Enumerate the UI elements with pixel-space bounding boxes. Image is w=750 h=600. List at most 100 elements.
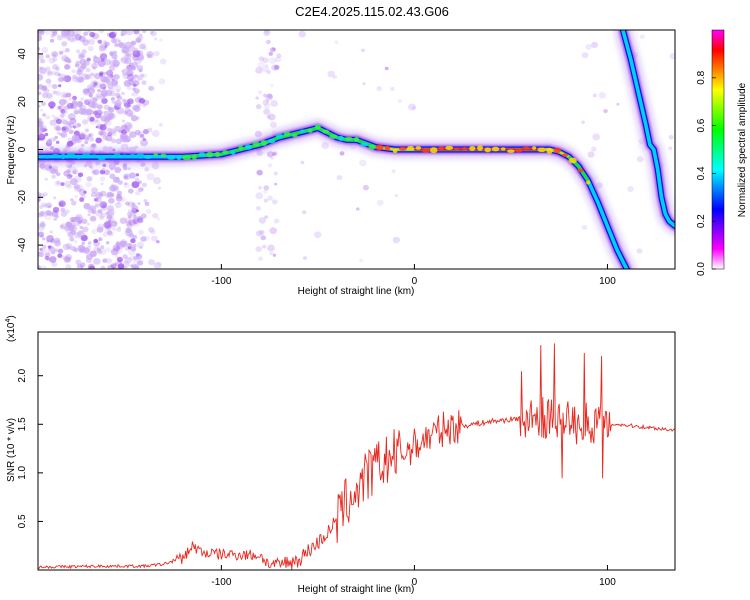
ridge-blob bbox=[90, 154, 98, 159]
noise-speck bbox=[83, 202, 91, 210]
noise-speck bbox=[123, 182, 130, 189]
noise-speck bbox=[112, 227, 117, 231]
noise-speck bbox=[112, 59, 120, 67]
noise-speck bbox=[95, 93, 102, 99]
noise-speck bbox=[73, 130, 80, 136]
ridge-blob bbox=[484, 147, 491, 153]
ridge-blob bbox=[81, 153, 91, 158]
ridge-blob bbox=[113, 153, 121, 158]
noise-speck bbox=[124, 174, 129, 179]
noise-speck bbox=[102, 87, 106, 90]
noise-speck bbox=[126, 222, 133, 229]
noise-speck bbox=[138, 42, 147, 50]
noise-speck bbox=[124, 256, 132, 264]
ridge-blob bbox=[399, 146, 407, 151]
noise-speck bbox=[153, 262, 162, 269]
noise-speck bbox=[114, 125, 122, 132]
noise-speck bbox=[45, 66, 51, 72]
noise-speck bbox=[38, 136, 42, 142]
ridge-blob bbox=[160, 153, 167, 158]
spectrogram-y-tick-label: 0 bbox=[17, 146, 28, 152]
noise-speck bbox=[52, 90, 58, 95]
noise-speck bbox=[60, 255, 65, 260]
noise-speck bbox=[71, 69, 76, 74]
noise-speck bbox=[152, 177, 161, 185]
noise-speck bbox=[69, 216, 76, 223]
noise-speck bbox=[106, 127, 112, 133]
noise-speck bbox=[270, 100, 278, 107]
noise-speck bbox=[75, 49, 81, 54]
noise-speck bbox=[42, 248, 48, 254]
noise-speck bbox=[394, 193, 399, 198]
noise-speck bbox=[48, 57, 56, 64]
noise-speck bbox=[92, 56, 101, 64]
noise-speck bbox=[270, 84, 274, 88]
noise-speck bbox=[38, 46, 41, 51]
noise-speck bbox=[64, 64, 71, 70]
noise-speck bbox=[125, 227, 132, 234]
noise-speck bbox=[42, 85, 48, 91]
noise-speck bbox=[112, 244, 121, 252]
noise-speck bbox=[89, 31, 96, 38]
noise-speck bbox=[60, 223, 67, 229]
noise-speck bbox=[258, 186, 262, 190]
ridge-blob bbox=[322, 129, 330, 134]
noise-speck bbox=[113, 63, 119, 68]
noise-speck bbox=[79, 58, 87, 66]
noise-speck bbox=[130, 238, 136, 244]
noise-speck bbox=[111, 100, 115, 104]
noise-speck bbox=[51, 70, 57, 76]
noise-speck bbox=[50, 106, 54, 110]
noise-speck bbox=[66, 184, 73, 190]
noise-speck bbox=[128, 248, 136, 256]
noise-speck bbox=[258, 56, 265, 62]
noise-speck bbox=[156, 240, 160, 244]
noise-speck bbox=[70, 178, 78, 186]
noise-speck bbox=[121, 98, 126, 103]
noise-speck bbox=[255, 96, 260, 100]
noise-speck bbox=[262, 99, 269, 106]
noise-speck bbox=[62, 49, 66, 53]
noise-speck bbox=[92, 81, 97, 86]
noise-speck bbox=[70, 200, 77, 206]
noise-speck bbox=[262, 66, 270, 73]
ridge-blob bbox=[429, 147, 438, 154]
noise-speck bbox=[39, 108, 44, 112]
noise-speck bbox=[616, 102, 620, 106]
noise-speck bbox=[49, 230, 53, 234]
ridge-blob bbox=[500, 147, 506, 151]
noise-speck bbox=[115, 195, 123, 202]
noise-speck bbox=[58, 200, 66, 208]
noise-speck bbox=[51, 250, 56, 255]
noise-speck bbox=[142, 99, 150, 106]
snr-y-label: SNR (10 * v/v) bbox=[6, 418, 17, 482]
snr-x-ticks: -100 0 100 bbox=[211, 565, 616, 588]
noise-speck bbox=[124, 173, 132, 180]
noise-speck bbox=[69, 166, 77, 174]
noise-speck bbox=[134, 76, 141, 82]
noise-speck bbox=[92, 257, 101, 265]
noise-speck bbox=[121, 49, 126, 54]
noise-speck bbox=[87, 72, 96, 79]
noise-speck bbox=[51, 174, 57, 180]
ridge-blob bbox=[421, 148, 431, 153]
noise-speck bbox=[39, 265, 48, 269]
colorbar-ticks: 0.0 0.2 0.4 0.6 0.8 bbox=[696, 70, 716, 276]
noise-speck bbox=[77, 187, 82, 192]
noise-speck bbox=[91, 143, 96, 148]
noise-speck bbox=[138, 187, 144, 192]
noise-speck bbox=[57, 253, 63, 258]
noise-speck bbox=[64, 254, 73, 261]
noise-speck bbox=[140, 213, 147, 219]
noise-speck bbox=[156, 261, 162, 267]
noise-speck bbox=[131, 202, 136, 207]
noise-speck bbox=[52, 57, 58, 62]
noise-speck bbox=[257, 90, 263, 95]
noise-speck bbox=[130, 93, 134, 96]
noise-speck bbox=[263, 198, 269, 203]
noise-speck bbox=[60, 113, 65, 118]
snr-scale-exp: 4 bbox=[5, 319, 12, 323]
noise-speck bbox=[132, 256, 138, 261]
ridge-blob bbox=[129, 153, 137, 159]
noise-speck bbox=[361, 48, 365, 53]
